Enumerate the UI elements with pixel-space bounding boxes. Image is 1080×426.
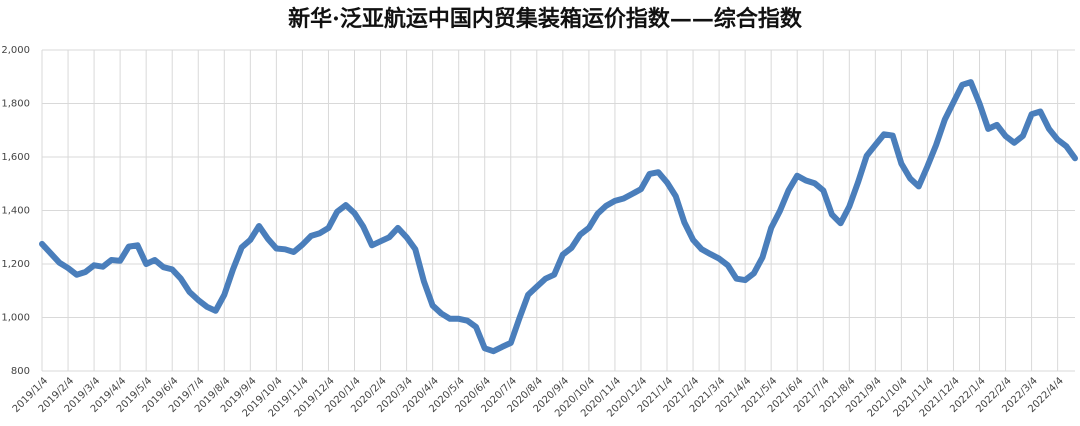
y-tick-label: 2,000	[1, 45, 30, 56]
y-tick-label: 1,400	[1, 206, 30, 217]
chart-title: 新华·泛亚航运中国内贸集装箱运价指数——综合指数	[288, 6, 803, 32]
y-tick-label: 1,000	[1, 313, 30, 324]
y-tick-label: 1,200	[1, 259, 30, 270]
y-tick-label: 800	[11, 366, 30, 377]
y-tick-label: 1,800	[1, 99, 30, 110]
series-line	[39, 79, 1078, 355]
y-tick-label: 1,600	[1, 152, 30, 163]
